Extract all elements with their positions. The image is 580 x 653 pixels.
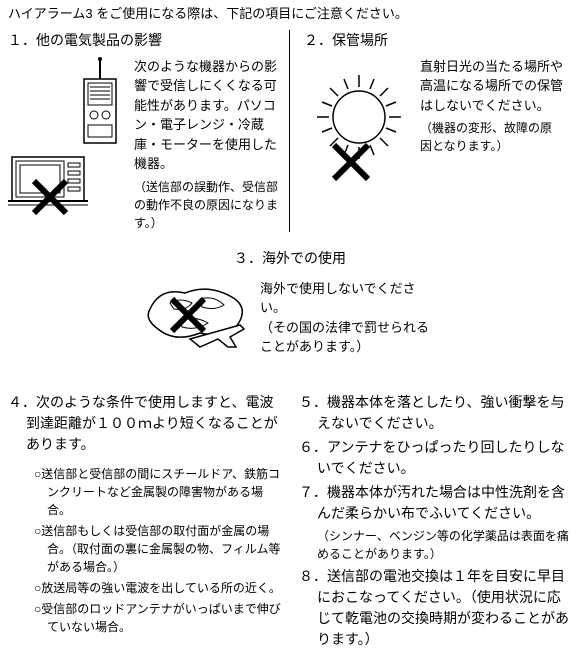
section-4: ４．次のような条件で使用しますと、電波到達距離が１００ｍより短くなることがありま… [8, 392, 281, 653]
section-2: ２．保管場所 [290, 30, 572, 232]
section-2-title: ２．保管場所 [304, 30, 572, 51]
list-item: ○送信部と受信部の間にスチールドア、鉄筋コンクリートなど金属製の障害物がある場合… [34, 465, 281, 519]
section-3-title: ３．海外での使用 [8, 248, 572, 269]
section-2-body: 直射日光の当たる場所や高温になる場所での保管はしないでください。 [420, 57, 572, 116]
row-2: ４．次のような条件で使用しますと、電波到達距離が１００ｍより短くなることがありま… [8, 392, 572, 653]
intro-text: ハイアラーム3 をご使用になる際は、下記の項目にご注意ください。 [8, 4, 572, 24]
sun-illustration [304, 57, 414, 193]
section-1: １．他の電気製品の影響 [8, 30, 290, 232]
section-4-title: ４．次のような条件で使用しますと、電波到達距離が１００ｍより短くなることがありま… [8, 392, 281, 455]
list-item: ○受信部のロッドアンテナがいっぱいまで伸びていない場合。 [34, 600, 281, 636]
list-item: ７．機器本体が汚れた場合は中性洗剤を含んだ柔らかい布でふいてください。 [299, 482, 572, 524]
section-1-textwrap: 次のような機器からの影響で受信しにくくなる可能性があります。パソコン・電子レンジ… [134, 57, 285, 232]
list-item: ６．アンテナをひっぱったり回したりしないでください。 [299, 437, 572, 479]
list-item: ○放送局等の強い電波を出している所の近く。 [34, 579, 281, 597]
section-3-content: 海外で使用しないでください。 （その国の法律で罰せられることがあります。） [8, 279, 572, 365]
section-3-body: 海外で使用しないでください。 [260, 279, 440, 318]
section-1-note: （送信部の誤動作、受信部の動作不良の原因になります。） [134, 178, 285, 232]
list-item: ５．機器本体を落としたり、強い衝撃を与えないでください。 [299, 392, 572, 434]
globe-plane-illustration [140, 279, 250, 365]
row-1: １．他の電気製品の影響 [8, 30, 572, 232]
section-3: ３．海外での使用 海外で使用しないでください。 （その国の法律で罰せられることが… [8, 248, 572, 365]
section-2-textwrap: 直射日光の当たる場所や高温になる場所での保管はしないでください。 （機器の変形、… [420, 57, 572, 193]
section-5-8: ５．機器本体を落としたり、強い衝撃を与えないでください。 ６．アンテナをひっぱっ… [299, 392, 572, 653]
section-4-list: ○送信部と受信部の間にスチールドア、鉄筋コンクリートなど金属製の障害物がある場合… [8, 465, 281, 636]
appliance-illustration [8, 57, 128, 232]
section-3-textwrap: 海外で使用しないでください。 （その国の法律で罰せられることがあります。） [260, 279, 440, 357]
section-3-note: （その国の法律で罰せられることがあります。） [260, 318, 440, 357]
section-1-content: 次のような機器からの影響で受信しにくくなる可能性があります。パソコン・電子レンジ… [8, 57, 285, 232]
section-1-title: １．他の電気製品の影響 [8, 30, 285, 51]
section-1-body: 次のような機器からの影響で受信しにくくなる可能性があります。パソコン・電子レンジ… [134, 57, 285, 174]
list-item: ８．送信部の電池交換は１年を目安に早目におこなってください。（使用状況に応じて乾… [299, 566, 572, 650]
list-subnote: （シンナー、ベンジン等の化学薬品は表面を痛めることがあります。） [299, 527, 572, 563]
section-2-content: 直射日光の当たる場所や高温になる場所での保管はしないでください。 （機器の変形、… [304, 57, 572, 193]
list-item: ○送信部もしくは受信部の取付面が金属の場合。（取付面の裏に金属製の物、フィルム等… [34, 522, 281, 576]
section-2-note: （機器の変形、故障の原 因となります。） [420, 119, 572, 155]
